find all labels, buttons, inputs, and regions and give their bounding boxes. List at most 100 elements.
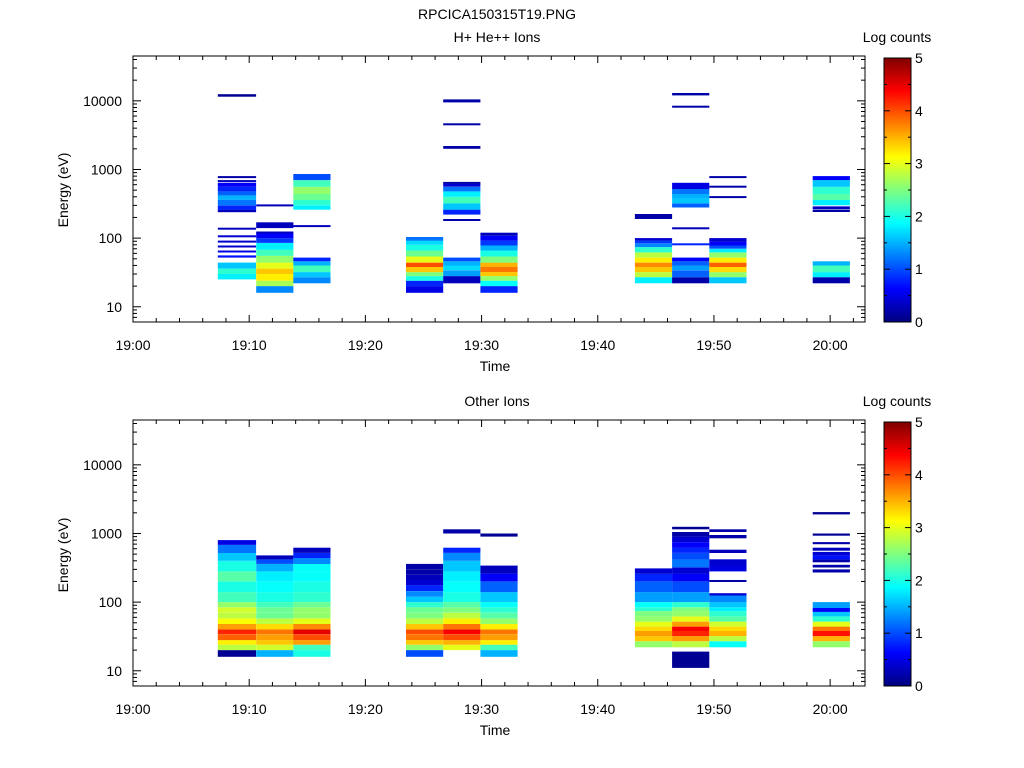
heatmap-cell <box>812 564 850 568</box>
heatmap-cell <box>406 272 444 277</box>
x-tick-label: 19:50 <box>696 337 731 353</box>
heatmap-cell <box>812 602 850 608</box>
heatmap-cell <box>293 186 331 194</box>
heatmap-cell <box>480 650 518 657</box>
heatmap-cells <box>217 512 850 668</box>
panel-h-he-ions: H+ He++ Ions 19:00 19:10 19:20 19:30 19:40 19… <box>55 29 931 374</box>
heatmap-cell <box>406 580 444 586</box>
heatmap-cell <box>480 644 518 651</box>
heatmap-cell <box>812 180 850 187</box>
heatmap-cell <box>443 607 481 613</box>
heatmap-cell <box>443 602 481 608</box>
heatmap-cell <box>293 629 331 635</box>
heatmap-cell <box>634 631 673 637</box>
heatmap-cell <box>709 241 747 246</box>
heatmap-cell <box>293 174 331 181</box>
heatmap-cell <box>256 618 294 624</box>
heatmap-cell <box>812 636 850 642</box>
heatmap-cell <box>672 553 710 560</box>
heatmap-cell <box>406 256 444 263</box>
heatmap-cell <box>293 265 331 273</box>
heatmap-cell <box>293 624 331 630</box>
heatmap-cell <box>672 277 710 284</box>
heatmap-cell <box>812 608 850 612</box>
heatmap-cell <box>672 265 710 271</box>
heatmap-cell <box>406 244 444 251</box>
heatmap-cell <box>709 580 747 582</box>
heatmap-cell <box>812 533 850 536</box>
heatmap-cell <box>480 280 518 287</box>
heatmap-cell <box>812 555 850 560</box>
heatmap-cell <box>672 626 710 631</box>
heatmap-cell <box>406 634 444 641</box>
colorbar-tick-label: 0 <box>915 678 923 694</box>
heatmap-cell <box>480 262 518 267</box>
heatmap-cell <box>443 547 481 553</box>
heatmap-cell <box>709 559 747 567</box>
colorbar-label: Log counts <box>863 29 932 45</box>
heatmap-cell <box>217 644 257 651</box>
x-axis-label: Time <box>480 722 511 738</box>
x-tick-label: 19:20 <box>348 337 383 353</box>
heatmap-cell <box>256 563 294 572</box>
x-tick-label: 19:00 <box>115 701 150 717</box>
heatmap-cell <box>293 272 331 278</box>
heatmap-cell <box>256 268 294 274</box>
colorbar-tick-label: 3 <box>915 156 923 172</box>
heatmap-cell <box>256 233 294 239</box>
heatmap-cell <box>709 535 747 539</box>
heatmap-cell <box>709 641 747 648</box>
heatmap-cell <box>293 634 331 641</box>
heatmap-cell <box>480 232 518 236</box>
heatmap-cell <box>634 641 673 648</box>
colorbar <box>883 421 912 687</box>
x-tick-label: 19:00 <box>115 337 150 353</box>
heatmap-cell <box>812 542 850 545</box>
panel-title: H+ He++ Ions <box>454 29 541 45</box>
heatmap-cell <box>293 618 331 624</box>
heatmap-cell <box>217 250 257 253</box>
figure-title: RPCICA150315T19.PNG <box>418 6 576 22</box>
heatmap-cell <box>217 176 257 179</box>
heatmap-cell <box>217 94 257 97</box>
heatmap-cell <box>443 196 481 204</box>
heatmap-cell <box>709 611 747 617</box>
heatmap-cell <box>406 569 444 575</box>
heatmap-cell <box>709 262 747 267</box>
heatmap-cell <box>293 644 331 651</box>
heatmap-cell <box>293 563 331 572</box>
heatmap-cell <box>406 624 444 630</box>
heatmap-cell <box>406 612 444 619</box>
colorbar <box>883 57 912 323</box>
heatmap-cell <box>480 612 518 619</box>
heatmap-cell <box>217 640 257 645</box>
y-axis: 10 100 1000 10000 <box>83 423 865 687</box>
heatmap-cell <box>672 581 710 593</box>
heatmap-cell <box>812 277 850 284</box>
y-axis: 10 100 1000 10000 <box>83 59 865 323</box>
heatmap-cell <box>672 651 710 668</box>
y-tick-label: 10000 <box>83 457 122 473</box>
heatmap-cell <box>256 280 294 287</box>
heatmap-cell <box>443 261 481 266</box>
heatmap-cell <box>217 540 257 545</box>
heatmap-cell <box>709 185 747 188</box>
heatmap-cell <box>672 616 710 622</box>
heatmap-cell <box>634 238 673 241</box>
heatmap-cell <box>443 553 481 561</box>
heatmap-cell <box>217 560 257 572</box>
heatmap-cell <box>443 624 481 630</box>
heatmap-cell <box>293 199 331 206</box>
heatmap-cell <box>256 581 294 593</box>
heatmap-cell <box>634 272 673 278</box>
heatmap-cell <box>217 618 257 624</box>
heatmap-cell <box>672 203 710 208</box>
heatmap-cell <box>443 644 481 651</box>
heatmap-cell <box>443 219 481 221</box>
heatmap-cell <box>709 631 747 637</box>
heatmap-cell <box>709 245 747 249</box>
heatmap-cell <box>480 602 518 608</box>
heatmap-cell <box>634 581 673 593</box>
heatmap-cell <box>812 209 850 212</box>
heatmap-cell <box>672 243 710 246</box>
